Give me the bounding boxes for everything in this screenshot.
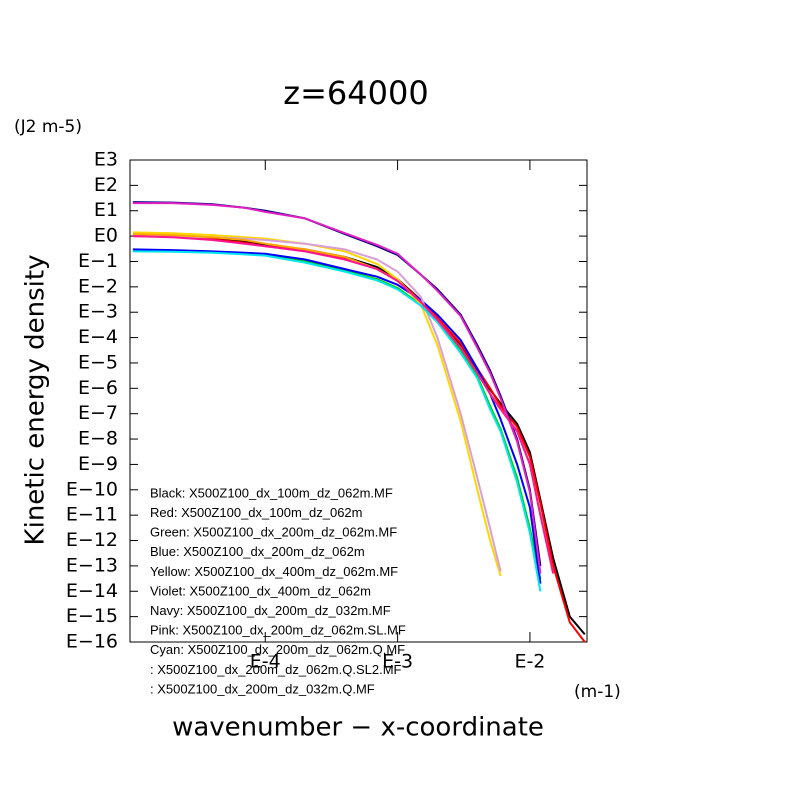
y-axis-label: Kinetic energy density [21,255,51,546]
y-tick-label: E−12 [66,529,118,551]
y-tick-label: E−15 [66,605,118,627]
legend-entry: Red: X500Z100_dx_100m_dz_062m [150,505,362,520]
y-tick-label: E−7 [78,402,118,424]
series-line [132,202,542,574]
legend-entry: : X500Z100_dx_200m_dz_062m.Q.SL2.MF [150,662,402,677]
y-tick-label: E1 [94,199,118,221]
y-tick-label: E−8 [78,428,118,450]
plot-frame [129,159,588,643]
legend-entry: Green: X500Z100_dx_200m_dz_062m.MF [150,525,397,540]
legend-entry: Yellow: X500Z100_dx_400m_dz_062m.MF [150,564,398,579]
x-tick-label: E-4 [250,651,281,673]
legend-entry: Navy: X500Z100_dx_200m_dz_032m.MF [150,603,391,618]
y-tick-label: E−2 [78,275,118,297]
y-tick-label: E−1 [78,250,118,272]
x-unit: (m-1) [574,682,621,702]
y-tick-label: E−3 [78,301,118,323]
legend-entry: : X500Z100_dx_200m_dz_032m.Q.MF [150,681,375,696]
y-tick-label: E−11 [66,504,118,526]
series-line [132,250,542,592]
x-tick-label: E-3 [382,651,413,673]
series-line [132,235,555,574]
y-unit: (J2 m-5) [14,117,82,137]
y-tick-label: E−10 [66,478,118,500]
y-tick-label: E−13 [66,554,118,576]
legend-entry: Pink: X500Z100_dx_200m_dz_062m.SL.MF [150,623,406,638]
y-tick-label: E−6 [78,377,118,399]
x-tick-label: E-2 [514,651,545,673]
y-tick-label: E3 [94,149,118,171]
y-tick-label: E−16 [66,631,118,653]
legend-entry: Cyan: X500Z100_dx_200m_dz_062m.Q.MF [150,642,405,657]
y-tick-label: E−5 [78,351,118,373]
y-tick-label: E0 [94,225,118,247]
legend-entry: Violet: X500Z100_dx_400m_dz_062m [150,583,371,598]
legend-entry: Blue: X500Z100_dx_200m_dz_062m [150,544,365,559]
y-tick-label: E−14 [66,580,118,602]
series-line [132,231,502,577]
chart-title: z=64000 [283,74,428,112]
y-tick-label: E−4 [78,326,118,348]
legend-entry: Black: X500Z100_dx_100m_dz_062m.MF [150,485,393,500]
y-tick-label: E2 [94,174,118,196]
y-tick-label: E−9 [78,453,118,475]
x-axis-label: wavenumber − x-coordinate [172,713,544,743]
